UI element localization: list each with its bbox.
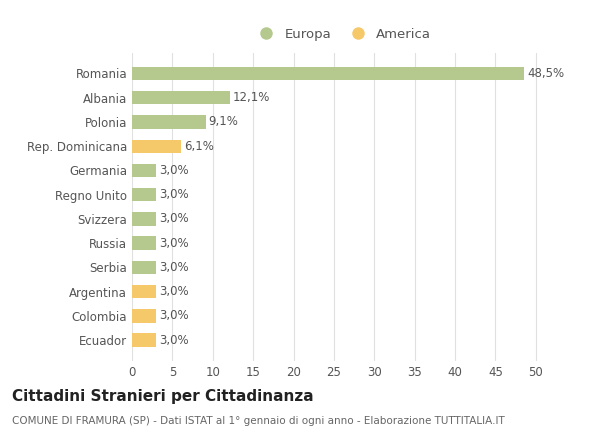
Bar: [132, 91, 230, 104]
Text: 3,0%: 3,0%: [160, 334, 189, 347]
Text: 48,5%: 48,5%: [527, 67, 564, 80]
Text: 3,0%: 3,0%: [160, 164, 189, 177]
Text: 6,1%: 6,1%: [185, 139, 214, 153]
Text: 3,0%: 3,0%: [160, 188, 189, 201]
Bar: [132, 285, 156, 298]
Legend: Europa, America: Europa, America: [248, 22, 436, 46]
Text: Cittadini Stranieri per Cittadinanza: Cittadini Stranieri per Cittadinanza: [12, 389, 314, 404]
Text: 3,0%: 3,0%: [160, 237, 189, 249]
Text: 3,0%: 3,0%: [160, 285, 189, 298]
Bar: [132, 309, 156, 323]
Text: 12,1%: 12,1%: [233, 91, 271, 104]
Text: 3,0%: 3,0%: [160, 309, 189, 323]
Text: 9,1%: 9,1%: [209, 115, 239, 128]
Bar: [132, 67, 524, 80]
Bar: [132, 115, 205, 128]
Bar: [132, 188, 156, 202]
Bar: [132, 139, 181, 153]
Bar: [132, 236, 156, 250]
Bar: [132, 261, 156, 274]
Text: 3,0%: 3,0%: [160, 261, 189, 274]
Bar: [132, 334, 156, 347]
Text: 3,0%: 3,0%: [160, 213, 189, 225]
Bar: [132, 212, 156, 226]
Text: COMUNE DI FRAMURA (SP) - Dati ISTAT al 1° gennaio di ogni anno - Elaborazione TU: COMUNE DI FRAMURA (SP) - Dati ISTAT al 1…: [12, 416, 505, 426]
Bar: [132, 164, 156, 177]
